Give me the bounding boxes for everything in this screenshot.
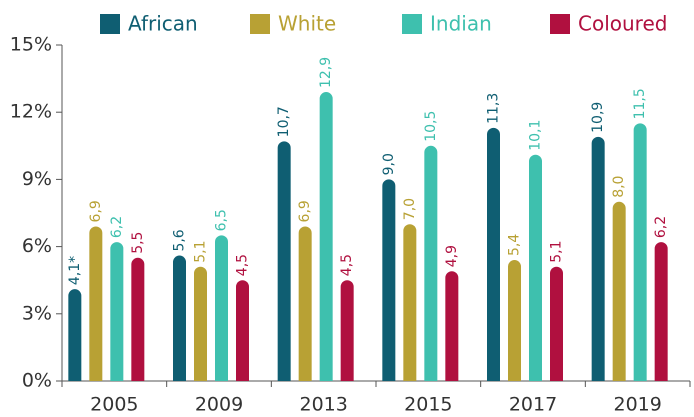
legend-label: Coloured: [578, 12, 667, 36]
bar: [298, 226, 312, 381]
value-label: 9,0: [381, 153, 397, 175]
x-tick-label: 2015: [404, 394, 452, 416]
value-label: 4,1*: [67, 256, 83, 285]
bar: [382, 179, 396, 381]
y-tick-label: 9%: [22, 168, 52, 190]
value-label: 11,5: [632, 88, 648, 119]
legend-label: White: [278, 12, 336, 36]
bar: [508, 260, 521, 381]
value-label: 5,1: [193, 240, 209, 262]
bar: [654, 242, 668, 381]
bar: [89, 226, 103, 381]
value-label: 6,9: [297, 200, 313, 222]
bar: [633, 123, 647, 382]
legend-swatch: [550, 14, 570, 34]
bar: [215, 235, 228, 381]
value-label: 10,9: [590, 102, 606, 133]
y-tick-label: 6%: [22, 235, 52, 257]
value-label: 5,6: [172, 229, 188, 251]
x-tick-label: 2019: [613, 394, 661, 416]
x-tick-label: 2013: [299, 394, 347, 416]
value-label: 5,4: [507, 234, 523, 256]
value-label: 10,1: [528, 120, 544, 151]
legend-swatch: [250, 14, 270, 34]
bar: [424, 145, 438, 381]
y-tick-label: 15%: [10, 34, 52, 56]
x-tick-label: 2017: [509, 394, 557, 416]
value-label: 8,0: [611, 176, 627, 198]
bar: [340, 280, 354, 381]
legend-swatch: [402, 14, 422, 34]
value-label: 11,3: [486, 93, 502, 124]
value-label: 7,0: [402, 198, 418, 220]
bar: [403, 224, 417, 381]
value-label: 12,9: [318, 57, 334, 88]
value-label: 6,9: [88, 200, 104, 222]
bar: [445, 271, 459, 381]
y-tick-label: 0%: [22, 370, 52, 392]
y-tick-label: 3%: [22, 302, 52, 324]
bar: [236, 280, 249, 381]
value-label: 6,2: [653, 216, 669, 238]
bar: [68, 289, 82, 381]
bar: [110, 242, 124, 381]
value-label: 10,7: [276, 106, 292, 137]
value-label: 4,9: [444, 245, 460, 267]
value-label: 4,5: [235, 254, 251, 276]
value-label: 6,5: [214, 209, 230, 231]
bar: [277, 141, 291, 381]
x-tick-label: 2009: [195, 394, 243, 416]
value-label: 5,5: [130, 232, 146, 254]
value-label: 5,1: [549, 240, 565, 262]
bar: [612, 201, 626, 381]
y-tick-label: 12%: [10, 101, 52, 123]
x-tick-label: 2005: [90, 394, 138, 416]
value-label: 10,5: [423, 111, 439, 142]
bar: [529, 154, 542, 381]
bar: [550, 266, 563, 381]
bar: [173, 255, 186, 381]
legend-swatch: [100, 14, 120, 34]
bar: [487, 127, 500, 381]
legend-label: Indian: [430, 12, 492, 36]
bar: [131, 257, 145, 381]
bar: [319, 92, 333, 381]
bar: [194, 266, 207, 381]
bar: [591, 136, 605, 381]
value-label: 4,5: [339, 254, 355, 276]
value-label: 6,2: [109, 216, 125, 238]
legend-label: African: [128, 12, 198, 36]
